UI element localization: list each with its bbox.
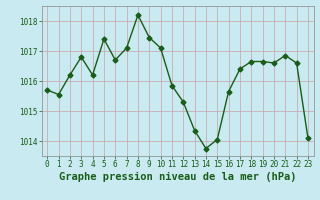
X-axis label: Graphe pression niveau de la mer (hPa): Graphe pression niveau de la mer (hPa)	[59, 172, 296, 182]
